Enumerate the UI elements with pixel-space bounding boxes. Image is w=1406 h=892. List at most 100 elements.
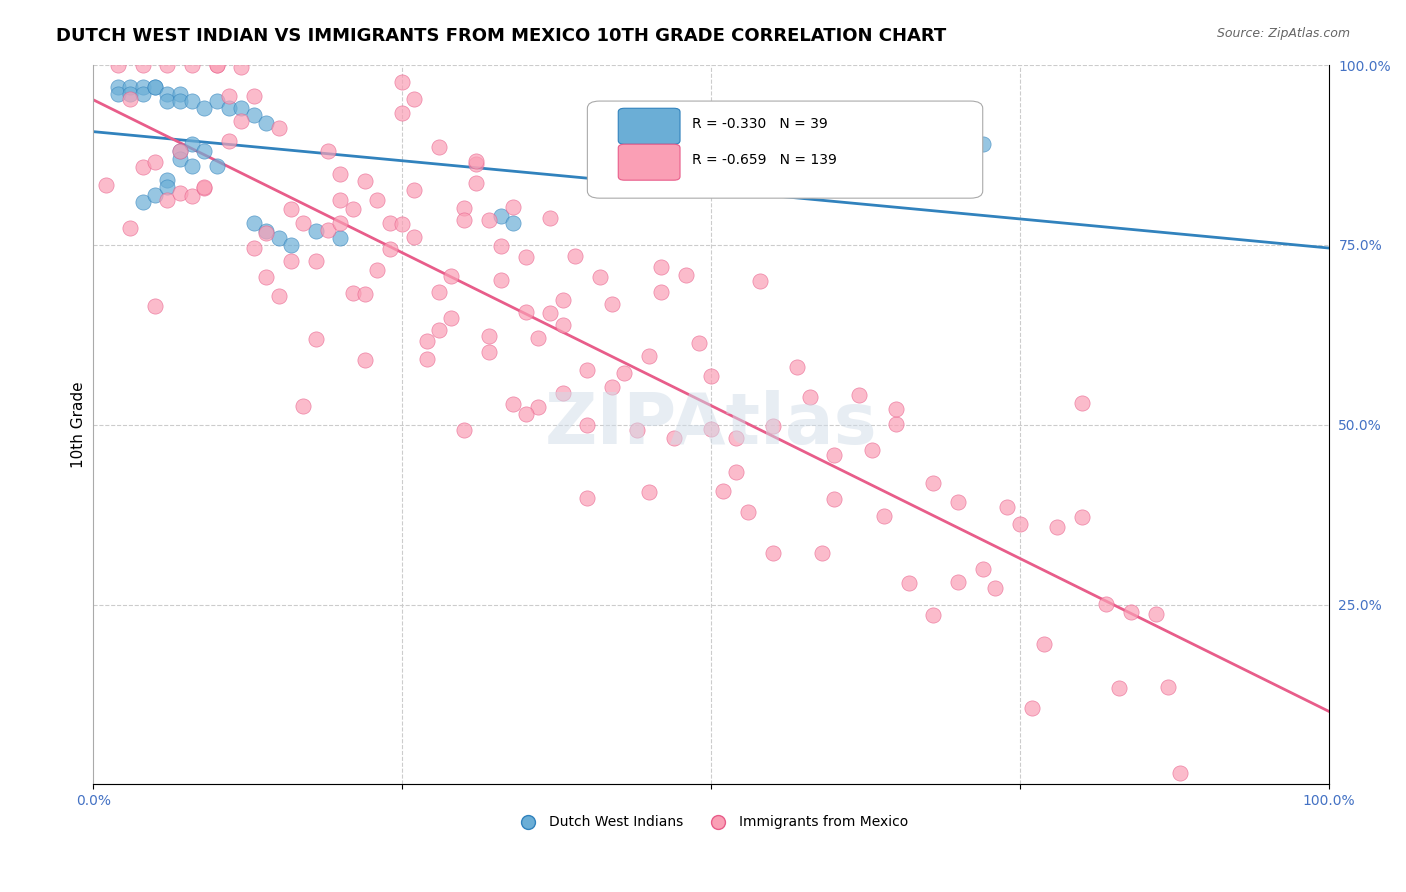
Immigrants from Mexico (440, 310, 463, 325)
Immigrants from Mexico (416, 352, 439, 367)
Immigrants from Mexico (1144, 607, 1167, 621)
Immigrants from Mexico (440, 269, 463, 284)
Dutch West Indians (489, 209, 512, 223)
Dutch West Indians (169, 152, 191, 166)
Dutch West Indians (193, 145, 215, 159)
Immigrants from Mexico (316, 144, 339, 158)
Immigrants from Mexico (1108, 681, 1130, 695)
Immigrants from Mexico (329, 193, 352, 207)
Immigrants from Mexico (156, 58, 179, 72)
Immigrants from Mexico (354, 286, 377, 301)
Immigrants from Mexico (329, 167, 352, 181)
Dutch West Indians (169, 87, 191, 101)
Immigrants from Mexico (316, 223, 339, 237)
Immigrants from Mexico (243, 89, 266, 103)
Immigrants from Mexico (564, 249, 586, 263)
Immigrants from Mexico (502, 200, 524, 214)
Immigrants from Mexico (997, 500, 1019, 515)
Immigrants from Mexico (650, 285, 672, 299)
Immigrants from Mexico (453, 423, 475, 437)
Text: R = -0.330   N = 39: R = -0.330 N = 39 (692, 117, 828, 131)
Immigrants from Mexico (131, 58, 153, 72)
Dutch West Indians (267, 231, 290, 245)
Immigrants from Mexico (984, 581, 1007, 595)
Dutch West Indians (824, 145, 846, 159)
Immigrants from Mexico (205, 58, 228, 72)
Immigrants from Mexico (824, 448, 846, 462)
FancyBboxPatch shape (588, 101, 983, 198)
Immigrants from Mexico (946, 574, 969, 589)
Dutch West Indians (243, 108, 266, 122)
Immigrants from Mexico (304, 332, 326, 346)
Dutch West Indians (120, 87, 142, 101)
Immigrants from Mexico (231, 114, 253, 128)
Legend: Dutch West Indians, Immigrants from Mexico: Dutch West Indians, Immigrants from Mexi… (509, 810, 914, 835)
Immigrants from Mexico (515, 250, 537, 264)
Immigrants from Mexico (120, 220, 142, 235)
Immigrants from Mexico (873, 509, 896, 524)
Immigrants from Mexico (391, 75, 413, 89)
Immigrants from Mexico (551, 293, 574, 307)
Immigrants from Mexico (811, 546, 834, 560)
Immigrants from Mexico (169, 144, 191, 158)
Immigrants from Mexico (576, 362, 599, 376)
Dutch West Indians (972, 137, 994, 152)
Immigrants from Mexico (143, 155, 166, 169)
Immigrants from Mexico (243, 241, 266, 255)
Immigrants from Mexico (489, 238, 512, 252)
Immigrants from Mexico (354, 174, 377, 188)
Immigrants from Mexico (465, 157, 488, 171)
Dutch West Indians (120, 79, 142, 94)
Text: Source: ZipAtlas.com: Source: ZipAtlas.com (1216, 27, 1350, 40)
Immigrants from Mexico (650, 260, 672, 274)
Immigrants from Mexico (551, 318, 574, 332)
Immigrants from Mexico (231, 60, 253, 74)
Immigrants from Mexico (342, 202, 364, 216)
Immigrants from Mexico (884, 417, 907, 432)
Immigrants from Mexico (638, 484, 661, 499)
Immigrants from Mexico (427, 140, 450, 154)
Immigrants from Mexico (515, 407, 537, 421)
Dutch West Indians (143, 79, 166, 94)
Text: ZIPAtlas: ZIPAtlas (544, 390, 877, 459)
Dutch West Indians (156, 180, 179, 194)
Immigrants from Mexico (527, 331, 550, 345)
Immigrants from Mexico (662, 431, 685, 445)
Dutch West Indians (107, 87, 129, 101)
Immigrants from Mexico (1070, 510, 1092, 524)
Immigrants from Mexico (453, 213, 475, 227)
Immigrants from Mexico (538, 306, 561, 320)
Immigrants from Mexico (218, 134, 240, 148)
Dutch West Indians (143, 187, 166, 202)
Immigrants from Mexico (737, 505, 759, 519)
Immigrants from Mexico (477, 329, 499, 343)
Dutch West Indians (143, 79, 166, 94)
Immigrants from Mexico (589, 269, 612, 284)
Immigrants from Mexico (391, 217, 413, 231)
Dutch West Indians (131, 194, 153, 209)
Dutch West Indians (254, 223, 277, 237)
Dutch West Indians (205, 159, 228, 173)
Dutch West Indians (329, 231, 352, 245)
Dutch West Indians (218, 101, 240, 115)
Immigrants from Mexico (453, 201, 475, 215)
Dutch West Indians (181, 159, 204, 173)
Immigrants from Mexico (551, 386, 574, 401)
Immigrants from Mexico (131, 160, 153, 174)
Dutch West Indians (156, 173, 179, 187)
Immigrants from Mexico (515, 305, 537, 319)
Immigrants from Mexico (354, 352, 377, 367)
Immigrants from Mexico (169, 186, 191, 200)
Dutch West Indians (193, 101, 215, 115)
Immigrants from Mexico (477, 345, 499, 359)
FancyBboxPatch shape (619, 108, 681, 145)
Immigrants from Mexico (724, 432, 747, 446)
Immigrants from Mexico (922, 475, 945, 490)
Immigrants from Mexico (267, 288, 290, 302)
Immigrants from Mexico (1021, 701, 1043, 715)
Dutch West Indians (107, 79, 129, 94)
Immigrants from Mexico (181, 189, 204, 203)
Immigrants from Mexico (848, 388, 870, 402)
Immigrants from Mexico (860, 443, 883, 458)
Immigrants from Mexico (538, 211, 561, 225)
